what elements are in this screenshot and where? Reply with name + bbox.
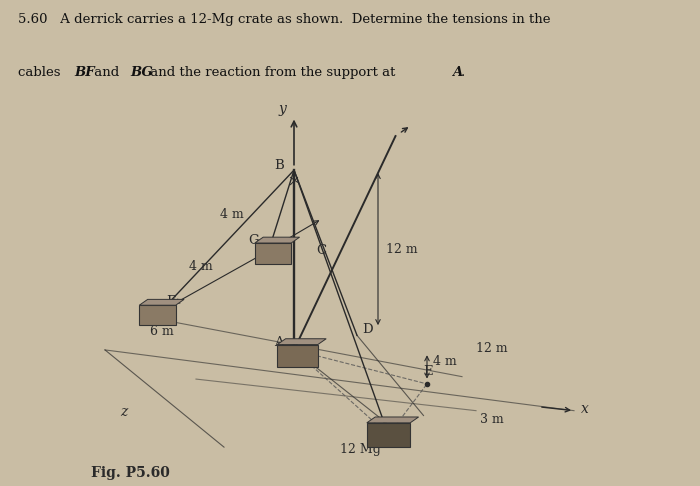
Text: and: and <box>90 66 123 79</box>
Text: 4 m: 4 m <box>220 208 244 221</box>
Polygon shape <box>255 237 300 243</box>
Polygon shape <box>367 417 419 423</box>
Text: 6 m: 6 m <box>150 325 174 338</box>
Text: C: C <box>316 244 326 257</box>
Text: 3 m: 3 m <box>480 413 503 426</box>
Text: 12 m: 12 m <box>476 342 508 355</box>
FancyBboxPatch shape <box>367 423 410 447</box>
Text: 4 m: 4 m <box>433 355 456 368</box>
Text: A: A <box>274 336 284 349</box>
Text: 12 Mg: 12 Mg <box>340 443 380 456</box>
Text: x: x <box>581 402 589 416</box>
Text: .: . <box>461 66 465 79</box>
FancyBboxPatch shape <box>139 305 176 325</box>
Text: B: B <box>274 159 284 172</box>
Text: z: z <box>120 404 127 418</box>
Text: 12 m: 12 m <box>386 243 418 256</box>
Text: and the reaction from the support at: and the reaction from the support at <box>146 66 400 79</box>
Text: D: D <box>363 323 373 336</box>
Text: Fig. P5.60: Fig. P5.60 <box>91 466 170 480</box>
Text: cables: cables <box>18 66 64 79</box>
Text: y: y <box>279 102 286 116</box>
Text: BF: BF <box>74 66 95 79</box>
FancyBboxPatch shape <box>277 345 318 367</box>
Polygon shape <box>139 299 184 305</box>
Text: 4 m: 4 m <box>189 260 213 273</box>
Text: E: E <box>424 365 433 378</box>
Text: BG: BG <box>130 66 153 79</box>
Text: 5.60   A derrick carries a 12-Mg crate as shown.  Determine the tensions in the: 5.60 A derrick carries a 12-Mg crate as … <box>18 13 550 26</box>
Text: G: G <box>248 234 259 247</box>
Text: A: A <box>452 66 463 79</box>
Text: F: F <box>167 295 176 308</box>
FancyBboxPatch shape <box>255 243 291 264</box>
Polygon shape <box>277 339 326 345</box>
